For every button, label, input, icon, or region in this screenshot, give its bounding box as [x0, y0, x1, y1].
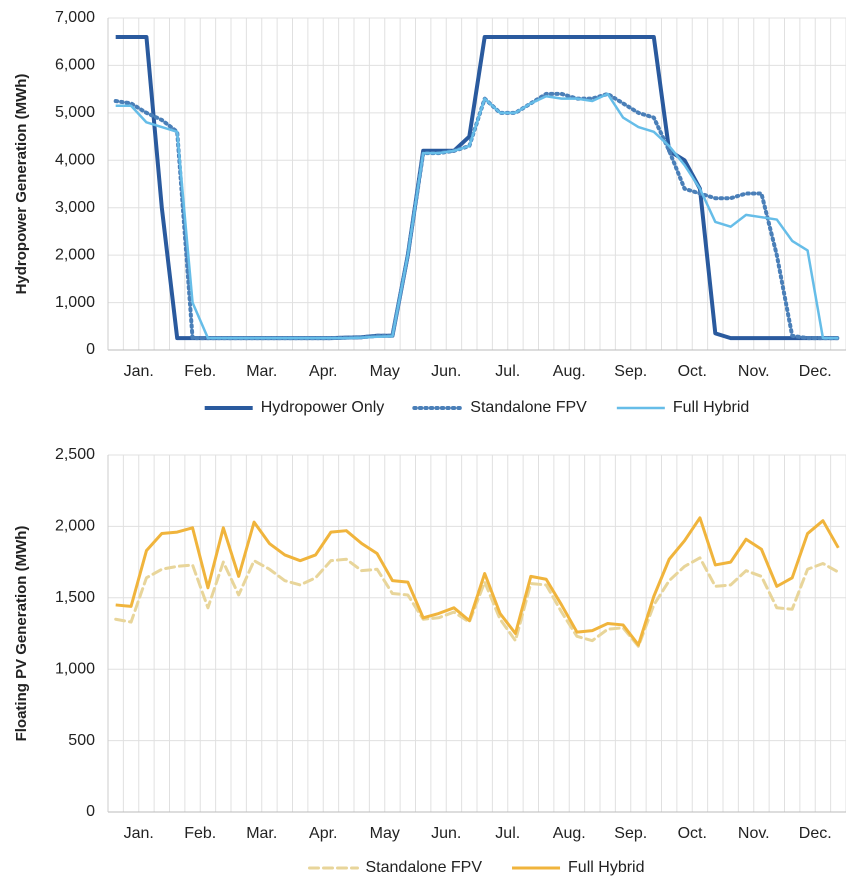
series-line	[114, 556, 840, 648]
legend-label: Standalone FPV	[366, 859, 483, 876]
x-tick-label: Jan.	[124, 825, 154, 842]
series-line	[115, 92, 839, 340]
x-tick-label: May	[370, 363, 400, 380]
x-tick-label: Sep.	[614, 363, 647, 380]
y-tick-label: 500	[68, 732, 95, 749]
y-tick-label: 2,000	[55, 518, 95, 535]
x-tick-label: Sep.	[614, 825, 647, 842]
x-tick-label: Nov.	[738, 825, 770, 842]
x-tick-label: Apr.	[309, 363, 337, 380]
x-tick-label: Mar.	[246, 363, 277, 380]
y-axis-title: Hydropower Generation (MWh)	[13, 74, 30, 295]
x-tick-label: Dec.	[799, 825, 832, 842]
x-tick-label: Aug.	[553, 825, 586, 842]
y-tick-label: 4,000	[55, 152, 95, 169]
y-tick-label: 6,000	[55, 57, 95, 74]
x-tick-label: Nov.	[738, 363, 770, 380]
series-line	[115, 516, 840, 647]
legend-label: Hydropower Only	[261, 399, 385, 416]
y-tick-label: 1,500	[55, 589, 95, 606]
y-tick-label: 1,000	[55, 294, 95, 311]
x-tick-label: Feb.	[184, 825, 216, 842]
y-tick-label: 2,000	[55, 246, 95, 263]
x-tick-label: Aug.	[553, 363, 586, 380]
x-tick-label: Feb.	[184, 363, 216, 380]
y-tick-label: 2,500	[55, 446, 95, 463]
legend-label: Full Hybrid	[673, 399, 749, 416]
y-tick-label: 0	[86, 803, 95, 820]
x-tick-label: May	[370, 825, 400, 842]
x-tick-label: Jun.	[431, 363, 461, 380]
x-tick-label: Dec.	[799, 363, 832, 380]
y-axis-title: Floating PV Generation (MWh)	[13, 526, 30, 742]
legend-label: Full Hybrid	[568, 859, 644, 876]
x-tick-label: Jan.	[124, 363, 154, 380]
legend: Standalone FPV Full Hybrid	[308, 859, 645, 876]
x-tick-label: Apr.	[309, 825, 337, 842]
x-tick-label: Jul.	[495, 825, 520, 842]
x-tick-label: Oct.	[678, 825, 707, 842]
legend: Hydropower Only Standalone FPV Full Hybrid	[204, 399, 749, 416]
y-tick-label: 7,000	[55, 9, 95, 26]
legend-label: Standalone FPV	[470, 399, 587, 416]
x-tick-label: Mar.	[246, 825, 277, 842]
x-tick-label: Jun.	[431, 825, 461, 842]
y-tick-label: 3,000	[55, 199, 95, 216]
x-tick-label: Oct.	[678, 363, 707, 380]
y-tick-label: 5,000	[55, 104, 95, 121]
x-tick-label: Jul.	[495, 363, 520, 380]
y-tick-label: 0	[86, 341, 95, 358]
y-tick-label: 1,000	[55, 660, 95, 677]
